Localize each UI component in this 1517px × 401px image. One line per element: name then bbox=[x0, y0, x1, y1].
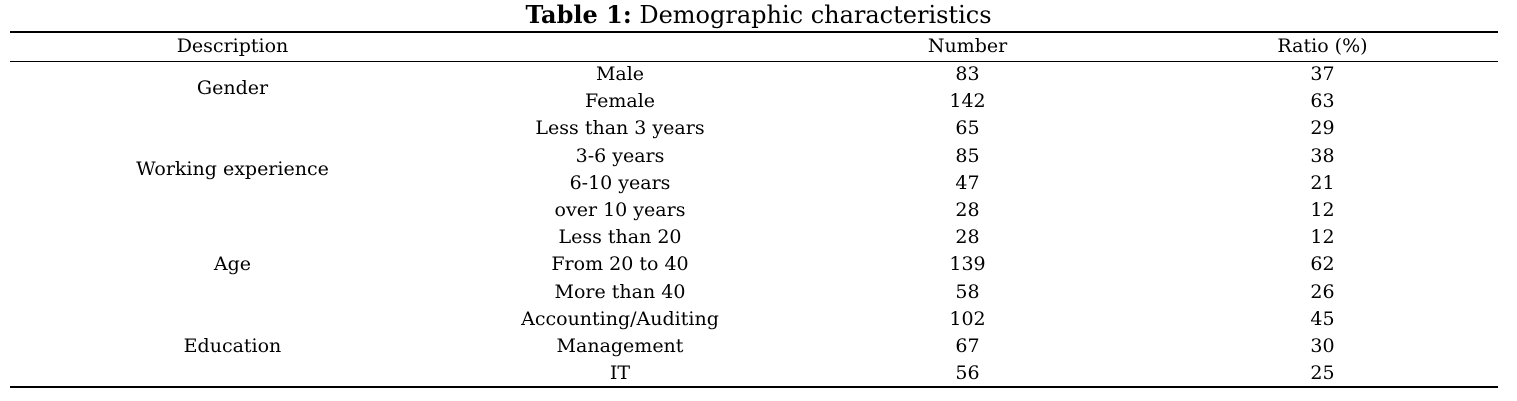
row-category: IT bbox=[609, 362, 631, 385]
row-number: 67 bbox=[955, 335, 980, 357]
row-ratio: 30 bbox=[1310, 335, 1335, 357]
row-number: 65 bbox=[955, 117, 980, 140]
row-category: Male bbox=[595, 63, 645, 85]
row-ratio: 21 bbox=[1310, 171, 1335, 194]
row-category: Less than 20 bbox=[558, 226, 682, 249]
row-ratio: 12 bbox=[1310, 226, 1335, 249]
row-number: 83 bbox=[955, 63, 980, 85]
row-ratio: 38 bbox=[1310, 144, 1335, 167]
row-number: 102 bbox=[949, 307, 986, 330]
row-ratio: 63 bbox=[1310, 90, 1335, 113]
group-label: Education bbox=[183, 334, 282, 357]
table-caption: Table 1: Demographic characteristics bbox=[0, 0, 1517, 30]
row-ratio: 45 bbox=[1310, 307, 1335, 330]
table-header-rule bbox=[10, 61, 1498, 62]
row-number: 142 bbox=[949, 90, 986, 113]
row-number: 28 bbox=[955, 226, 980, 249]
row-category: Management bbox=[556, 335, 684, 357]
table-caption-text: Demographic characteristics bbox=[639, 1, 992, 29]
row-category: 3-6 years bbox=[575, 144, 665, 167]
row-category: More than 40 bbox=[554, 280, 686, 303]
group-label: Gender bbox=[196, 77, 269, 99]
row-ratio: 62 bbox=[1310, 253, 1335, 276]
table-bottom-rule bbox=[10, 386, 1498, 388]
row-category: From 20 to 40 bbox=[551, 253, 689, 276]
row-number: 56 bbox=[955, 362, 980, 385]
row-ratio: 25 bbox=[1310, 362, 1335, 385]
row-number: 28 bbox=[955, 199, 980, 221]
row-category: Less than 3 years bbox=[535, 117, 705, 140]
header-number: Number bbox=[927, 35, 1008, 57]
header-description: Description bbox=[176, 35, 289, 57]
row-number: 139 bbox=[949, 253, 986, 276]
group-label: Working experience bbox=[136, 158, 329, 181]
table-caption-label: Table 1: bbox=[525, 0, 632, 29]
group-label: Age bbox=[213, 253, 252, 276]
row-category: over 10 years bbox=[554, 199, 686, 221]
header-ratio: Ratio (%) bbox=[1277, 35, 1368, 57]
row-ratio: 29 bbox=[1310, 117, 1335, 140]
row-number: 58 bbox=[955, 280, 980, 303]
row-ratio: 12 bbox=[1310, 199, 1335, 221]
table-top-rule bbox=[10, 31, 1498, 33]
row-ratio: 37 bbox=[1310, 63, 1335, 85]
row-category: Accounting/Auditing bbox=[521, 307, 719, 330]
row-number: 47 bbox=[955, 171, 980, 194]
row-ratio: 26 bbox=[1310, 280, 1335, 303]
row-category: Female bbox=[584, 90, 656, 113]
row-number: 85 bbox=[955, 144, 980, 167]
row-category: 6-10 years bbox=[569, 171, 671, 194]
